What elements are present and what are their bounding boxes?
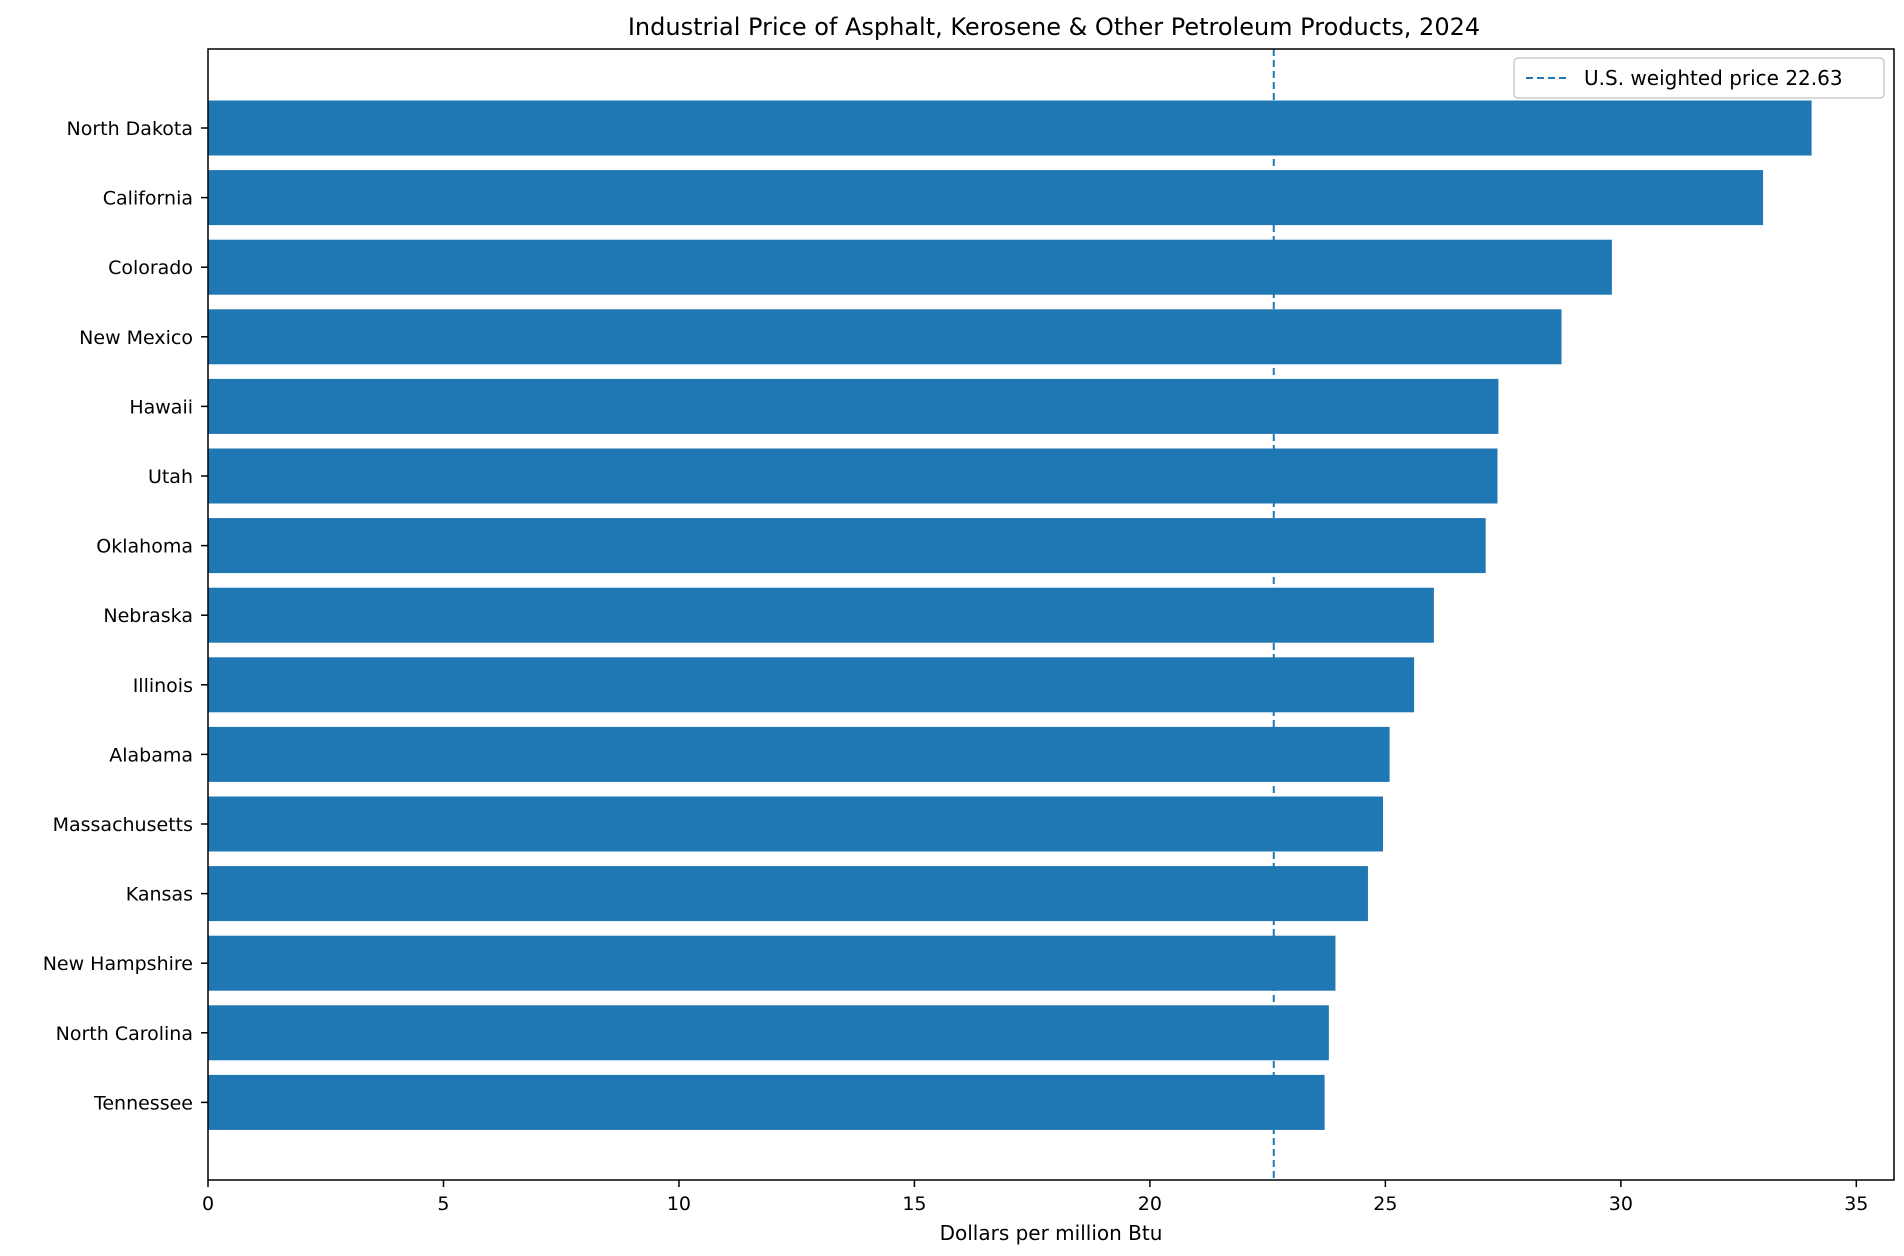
y-tick-label: Tennessee bbox=[93, 1092, 193, 1114]
bar-hawaii bbox=[208, 378, 1499, 434]
y-axis: North Dakota California Colorado New Mexico… bbox=[43, 118, 208, 1114]
y-tick-label: North Dakota bbox=[67, 118, 194, 140]
x-tick-label: 15 bbox=[902, 1193, 926, 1215]
x-tick-label: 0 bbox=[202, 1193, 214, 1215]
chart-title: Industrial Price of Asphalt, Kerosene & … bbox=[628, 13, 1480, 41]
bar-utah bbox=[208, 448, 1498, 504]
y-tick-label: Colorado bbox=[108, 257, 193, 279]
y-tick-label: Utah bbox=[148, 466, 193, 488]
bar-nebraska bbox=[208, 587, 1434, 643]
x-tick-label: 20 bbox=[1138, 1193, 1162, 1215]
y-tick-label: Kansas bbox=[126, 884, 193, 906]
y-tick-label: Hawaii bbox=[129, 396, 193, 418]
bar-new-hampshire bbox=[208, 935, 1336, 991]
bar-north-dakota bbox=[208, 100, 1812, 156]
bar-alabama bbox=[208, 726, 1390, 782]
x-tick-label: 10 bbox=[667, 1193, 691, 1215]
y-tick-label: Nebraska bbox=[103, 605, 193, 627]
bar-colorado bbox=[208, 239, 1612, 295]
y-tick-label: Alabama bbox=[109, 744, 193, 766]
x-axis-label: Dollars per million Btu bbox=[940, 1221, 1163, 1245]
x-tick-label: 25 bbox=[1373, 1193, 1397, 1215]
y-tick-label: California bbox=[103, 188, 193, 210]
y-tick-label: New Mexico bbox=[79, 327, 193, 349]
legend-label: U.S. weighted price 22.63 bbox=[1584, 66, 1843, 90]
bar-massachusetts bbox=[208, 796, 1384, 852]
x-tick-label: 30 bbox=[1609, 1193, 1633, 1215]
bar-new-mexico bbox=[208, 309, 1562, 365]
x-tick-label: 5 bbox=[437, 1193, 449, 1215]
y-tick-label: Illinois bbox=[133, 675, 193, 697]
y-tick-label: New Hampshire bbox=[43, 953, 193, 975]
bars-layer bbox=[208, 100, 1812, 1130]
x-axis: 0 5 10 15 20 25 30 35 bbox=[202, 1180, 1868, 1215]
y-tick-label: Oklahoma bbox=[96, 536, 193, 558]
y-tick-label: Massachusetts bbox=[53, 814, 193, 836]
bar-north-carolina bbox=[208, 1005, 1329, 1061]
legend-box bbox=[1513, 57, 1885, 99]
bar-illinois bbox=[208, 657, 1415, 713]
bar-kansas bbox=[208, 866, 1368, 922]
legend: U.S. weighted price 22.63 bbox=[1513, 57, 1885, 99]
y-tick-label: North Carolina bbox=[56, 1023, 193, 1045]
bar-california bbox=[208, 170, 1764, 226]
bar-tennessee bbox=[208, 1074, 1325, 1130]
bar-oklahoma bbox=[208, 518, 1486, 574]
x-tick-label: 35 bbox=[1844, 1193, 1868, 1215]
